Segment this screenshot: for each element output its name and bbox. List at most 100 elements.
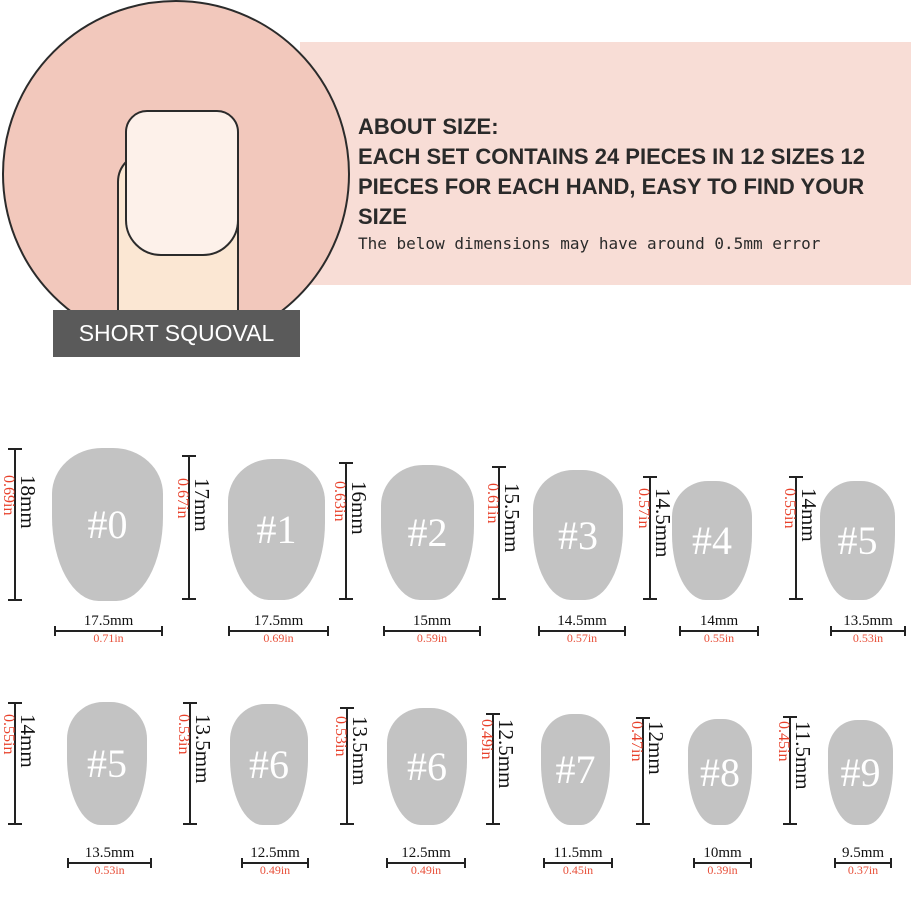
nail-size-9: #7	[541, 714, 610, 825]
height-bar	[339, 462, 353, 600]
width-bar	[54, 626, 163, 636]
height-in: 0.57in	[635, 488, 652, 529]
width-mm: 17.5mm	[253, 613, 304, 629]
nail-number: #3	[558, 512, 598, 558]
width-mm: 12.5mm	[401, 845, 451, 861]
nail-number: #0	[87, 502, 128, 547]
height-in: 0.67in	[174, 477, 191, 518]
info-note: The below dimensions may have around 0.5…	[358, 234, 821, 253]
height-label: 16mm 0.63in	[329, 481, 371, 535]
width-mm: 11.5mm	[553, 845, 603, 861]
height-in: 0.53in	[175, 713, 192, 754]
width-bar	[67, 858, 152, 868]
width-in: 0.49in	[410, 863, 442, 877]
width-in: 0.37in	[847, 863, 879, 877]
height-mm: 12.5mm	[494, 719, 518, 789]
height-mm: 16mm	[347, 481, 371, 535]
height-in: 0.63in	[331, 481, 348, 522]
nail-size-2: #2	[381, 465, 474, 600]
width-bar	[538, 626, 626, 636]
height-bar	[636, 717, 650, 825]
height-mm: 14.5mm	[651, 488, 675, 558]
info-banner	[300, 42, 911, 285]
height-label: 12mm 0.47in	[626, 721, 668, 775]
width-in: 0.69in	[263, 631, 294, 645]
height-mm: 14mm	[16, 713, 40, 768]
height-in: 0.49in	[478, 719, 495, 760]
width-in: 0.49in	[259, 863, 291, 877]
height-mm: 17mm	[190, 477, 214, 532]
height-bar	[183, 702, 197, 825]
height-mm: 13.5mm	[191, 713, 215, 783]
width-bar	[834, 858, 892, 868]
height-bar	[340, 707, 354, 825]
height-bar	[8, 448, 22, 601]
nail-number: #4	[692, 518, 732, 563]
nail-size-3: #3	[533, 470, 623, 600]
nail-number: #6	[249, 742, 289, 787]
height-label: 13.5mm 0.53in	[330, 716, 372, 786]
height-label: 12.5mm 0.49in	[476, 719, 518, 789]
height-label: 11.5mm 0.45in	[773, 720, 815, 790]
nail-number: #2	[407, 510, 448, 555]
nail-size-8: #6	[387, 708, 467, 825]
nail-number: #5	[87, 741, 127, 786]
height-bar	[789, 476, 803, 600]
height-label: 14.5mm 0.57in	[633, 488, 675, 558]
nail-number: #7	[555, 747, 596, 792]
nail-size-1: #1	[228, 459, 325, 600]
shape-label: SHORT SQUOVAL	[53, 310, 300, 357]
height-mm: 15.5mm	[500, 483, 524, 553]
nail-illustration	[2, 0, 350, 348]
height-in: 0.47in	[628, 721, 645, 762]
width-bar	[679, 626, 759, 636]
width-in: 0.55in	[703, 631, 735, 645]
height-mm: 14mm	[797, 488, 821, 542]
height-mm: 11.5mm	[791, 720, 815, 790]
nail-number: #1	[256, 507, 297, 552]
nail-size-6: #5	[67, 702, 147, 825]
width-in: 0.59in	[416, 631, 448, 645]
size-info: ABOUT SIZE: EACH SET CONTAINS 24 PIECES …	[358, 112, 911, 253]
nail-size-5: #5	[820, 481, 895, 600]
nail-number: #8	[700, 749, 740, 795]
height-label: 18mm 0.69in	[0, 475, 40, 529]
height-in: 0.55in	[781, 488, 798, 529]
height-in: 0.53in	[332, 716, 349, 757]
width-mm: 9.5mm	[841, 845, 885, 861]
info-line-2: PIECES FOR EACH HAND, EASY TO FIND YOUR …	[358, 174, 865, 229]
height-label: 14mm 0.55in	[0, 713, 40, 768]
width-mm: 13.5mm	[84, 845, 135, 861]
width-bar	[693, 858, 752, 868]
width-in: 0.39in	[707, 863, 738, 877]
height-bar	[182, 455, 196, 600]
width-in: 0.71in	[93, 631, 124, 645]
width-bar	[241, 858, 309, 868]
width-mm: 17.5mm	[83, 613, 134, 629]
height-bar	[643, 476, 657, 600]
height-label: 17mm 0.67in	[172, 477, 214, 532]
height-bar	[8, 702, 22, 825]
width-bar	[228, 626, 329, 636]
height-mm: 13.5mm	[348, 716, 372, 786]
height-bar	[486, 713, 500, 825]
width-mm: 12.5mm	[250, 845, 300, 861]
nail-icon	[125, 110, 239, 256]
width-in: 0.53in	[852, 631, 884, 645]
width-in: 0.45in	[562, 863, 594, 877]
height-bar	[783, 716, 797, 825]
info-title: ABOUT SIZE:	[358, 114, 499, 139]
height-label: 15.5mm 0.61in	[482, 483, 524, 553]
height-in: 0.61in	[484, 483, 501, 524]
width-in: 0.53in	[94, 863, 125, 877]
width-mm: 14mm	[699, 613, 739, 629]
nail-size-7: #6	[230, 704, 308, 825]
width-bar	[543, 858, 613, 868]
width-bar	[383, 626, 481, 636]
nail-size-4: #4	[672, 481, 752, 600]
width-mm: 10mm	[703, 845, 742, 861]
nail-number: #5	[837, 518, 878, 563]
width-mm: 14.5mm	[557, 613, 607, 629]
info-line-1: EACH SET CONTAINS 24 PIECES IN 12 SIZES …	[358, 144, 865, 169]
